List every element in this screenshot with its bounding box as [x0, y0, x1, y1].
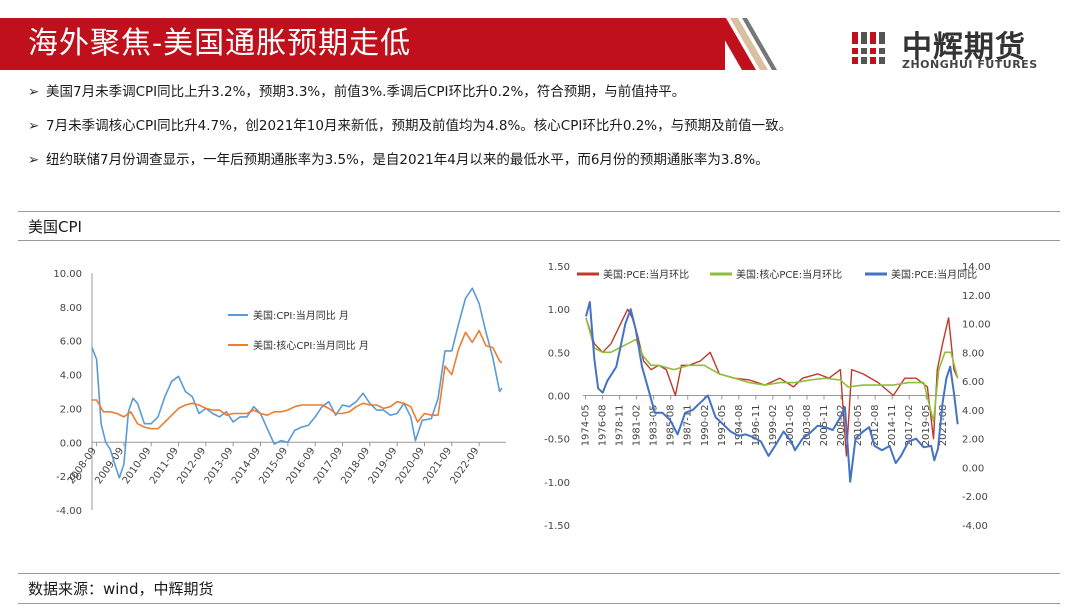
bullet-text: 纽约联储7月份调查显示，一年后预期通胀率为3.5%，是自2021年4月以来的最低… — [46, 152, 769, 168]
x-tick-label: 2012-08 — [870, 405, 881, 447]
y-tick-label: 4.00 — [60, 371, 82, 382]
legend-label: 美国:PCE:当月同比 — [891, 268, 977, 281]
bullet-item: ➢ 7月未季调核心CPI同比升4.7%，创2021年10月来新低，预期及前值均为… — [28, 118, 1068, 135]
y-tick-label: 0.00 — [60, 438, 82, 449]
bullet-item: ➢ 纽约联储7月份调查显示，一年后预期通胀率为3.5%，是自2021年4月以来的… — [28, 152, 1068, 169]
x-tick-label: 1987-11 — [683, 405, 694, 447]
chart-us-pce: 1.50 1.00 0.50 0.00 -0.50 -1.00 -1.50 14.00 12.0… — [544, 262, 991, 532]
y-tick-label-left: 1.50 — [548, 262, 570, 273]
x-tick-label: 2017-02 — [904, 405, 915, 447]
bullet-item: ➢ 美国7月未季调CPI同比上升3.2%，预期3.3%，前值3%.季调后CPI环… — [28, 84, 1068, 101]
x-tick-label: 1978-11 — [615, 405, 626, 447]
y-tick-label-left: -1.00 — [544, 478, 570, 489]
y-tick-label-right: 14.00 — [962, 262, 991, 273]
x-tick-label: 1999-02 — [768, 405, 779, 447]
y-tick-label-right: 6.00 — [962, 377, 984, 388]
divider — [18, 240, 1060, 241]
y-tick-label: 2.00 — [60, 404, 82, 415]
bullet-arrow-icon: ➢ — [28, 118, 40, 134]
data-source: 数据来源：wind，中辉期货 — [28, 580, 214, 598]
x-tick-label: 1990-02 — [700, 405, 711, 447]
y-tick-label-right: 10.00 — [962, 320, 991, 331]
series-line-2 — [585, 317, 959, 423]
bullet-text: 美国7月未季调CPI同比上升3.2%，预期3.3%，前值3%.季调后CPI环比升… — [46, 84, 686, 100]
x-tick-label: 1992-05 — [717, 405, 728, 447]
x-tick-label: 2021-08 — [938, 405, 949, 447]
divider — [18, 603, 1060, 604]
y-tick-label-right: 8.00 — [962, 348, 984, 359]
series-line-2 — [92, 329, 503, 430]
x-tick-label: 2014-11 — [887, 405, 898, 447]
x-tick-label: 1996-11 — [751, 405, 762, 447]
bullet-list: ➢ 美国7月未季调CPI同比上升3.2%，预期3.3%，前值3%.季调后CPI环… — [28, 84, 1068, 186]
x-tick-label: 1974-05 — [581, 405, 592, 447]
series-line-1 — [91, 287, 503, 479]
y-tick-label-right: -4.00 — [962, 521, 988, 532]
y-tick-label-right: 4.00 — [962, 406, 984, 417]
page-title: 海外聚焦-美国通胀预期走低 — [28, 26, 412, 61]
y-tick-label: -2.00 — [56, 472, 82, 483]
y-tick-label-left: -0.50 — [544, 435, 570, 446]
y-tick-label-right: 0.00 — [962, 463, 984, 474]
y-tick-label-right: 2.00 — [962, 435, 984, 446]
series-line-3 — [585, 301, 959, 483]
y-tick-label-right: 12.00 — [962, 291, 991, 302]
y-tick-label: -4.00 — [56, 506, 82, 517]
logo-text-cn: 中辉期货 — [902, 30, 1026, 65]
y-tick-label-right: -2.00 — [962, 492, 988, 503]
divider — [18, 573, 1060, 574]
logo-text-en: ZHONGHUI FUTURES — [902, 58, 1038, 71]
title-bar: 海外聚焦-美国通胀预期走低 — [0, 18, 725, 70]
legend-label: 美国:核心CPI:当月同比 月 — [253, 339, 369, 352]
y-tick-label: 10.00 — [53, 269, 82, 280]
y-tick-label: 8.00 — [60, 303, 82, 314]
divider — [18, 211, 1060, 212]
x-tick-label: 2005-11 — [819, 405, 830, 447]
legend-label: 美国:核心PCE:当月环比 — [736, 268, 842, 281]
y-tick-label-left: 0.50 — [548, 348, 570, 359]
x-tick-label: 2008-02 — [836, 405, 847, 447]
x-tick-label: 2001-05 — [785, 405, 796, 447]
x-tick-label: 1985-08 — [666, 405, 677, 447]
x-tick-label: 1981-02 — [632, 405, 643, 447]
y-tick-label-left: 1.00 — [548, 305, 570, 316]
logo-mark-icon — [850, 32, 888, 64]
section-title: 美国CPI — [28, 218, 82, 236]
y-tick-label-left: -1.50 — [544, 521, 570, 532]
y-tick-label: 6.00 — [60, 337, 82, 348]
x-tick-label: 1994-08 — [734, 405, 745, 447]
bullet-arrow-icon: ➢ — [28, 84, 40, 100]
x-tick-label: 2010-05 — [853, 405, 864, 447]
x-tick-label: 2019-05 — [921, 405, 932, 447]
company-logo: 中辉期货 ZHONGHUI FUTURES — [850, 26, 1050, 72]
legend-label: 美国:CPI:当月同比 月 — [253, 309, 349, 322]
bullet-arrow-icon: ➢ — [28, 152, 40, 168]
bullet-text: 7月未季调核心CPI同比升4.7%，创2021年10月来新低，预期及前值均为4.… — [46, 118, 793, 134]
legend-label: 美国:PCE:当月环比 — [603, 268, 689, 281]
x-tick-label: 2003-08 — [802, 405, 813, 447]
x-tick-label: 1983-05 — [649, 405, 660, 447]
chart-us-cpi: 10.008.006.004.002.000.00-2.00-4.002008-… — [53, 269, 506, 517]
x-tick-label: 1976-08 — [598, 405, 609, 447]
y-tick-label-left: 0.00 — [548, 392, 570, 403]
